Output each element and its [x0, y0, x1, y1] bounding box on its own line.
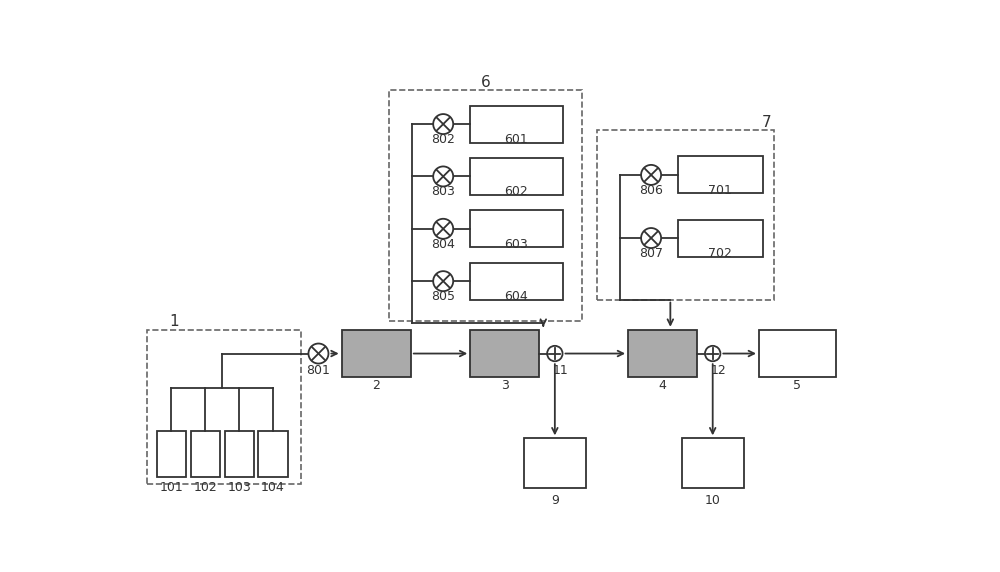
Bar	[389, 90, 582, 321]
Text: 803: 803	[431, 185, 455, 198]
Bar	[759, 329, 836, 378]
Text: 6: 6	[481, 75, 490, 90]
Bar	[147, 331, 301, 484]
Text: 11: 11	[552, 364, 568, 377]
Bar	[191, 431, 220, 476]
Text: 104: 104	[261, 481, 285, 494]
Text: 805: 805	[431, 290, 455, 303]
Text: 602: 602	[504, 185, 528, 198]
Bar	[258, 431, 288, 476]
Circle shape	[641, 228, 661, 248]
Text: 701: 701	[708, 184, 732, 197]
Text: 2: 2	[372, 379, 380, 392]
Circle shape	[433, 219, 453, 239]
Circle shape	[433, 271, 453, 291]
Text: 12: 12	[710, 364, 726, 377]
Bar	[470, 263, 563, 300]
Bar	[470, 158, 563, 195]
Circle shape	[433, 114, 453, 134]
Bar	[682, 438, 744, 488]
Bar	[597, 130, 774, 300]
Text: 804: 804	[431, 238, 455, 251]
Circle shape	[433, 166, 453, 186]
Bar	[628, 329, 697, 378]
Text: 9: 9	[551, 494, 559, 507]
Text: 801: 801	[307, 364, 330, 377]
Text: 3: 3	[501, 379, 509, 392]
Text: 101: 101	[160, 481, 183, 494]
Bar	[225, 431, 254, 476]
Circle shape	[641, 165, 661, 185]
Text: 601: 601	[504, 133, 528, 146]
Text: 102: 102	[193, 481, 217, 494]
Text: 5: 5	[793, 379, 801, 392]
Text: 7: 7	[762, 115, 771, 130]
Bar	[524, 438, 586, 488]
Text: 604: 604	[504, 290, 528, 303]
Bar	[470, 106, 563, 142]
Bar	[678, 220, 763, 256]
Bar	[678, 156, 763, 193]
Text: 1: 1	[169, 313, 179, 329]
Bar	[470, 329, 539, 378]
Text: 103: 103	[227, 481, 251, 494]
Text: 807: 807	[639, 247, 663, 260]
Text: 802: 802	[431, 133, 455, 146]
Bar	[157, 431, 186, 476]
Circle shape	[705, 346, 720, 362]
Text: 10: 10	[705, 494, 721, 507]
Text: 603: 603	[504, 238, 528, 251]
Circle shape	[308, 344, 328, 364]
Bar	[470, 210, 563, 247]
Bar	[342, 329, 411, 378]
Text: 806: 806	[639, 184, 663, 197]
Text: 4: 4	[659, 379, 667, 392]
Circle shape	[547, 346, 563, 362]
Text: 702: 702	[708, 247, 732, 260]
